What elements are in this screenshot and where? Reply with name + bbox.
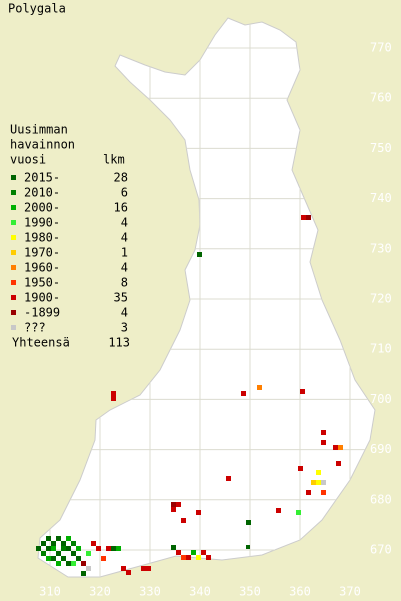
legend-heading: vuosi — [10, 153, 46, 167]
east-label: 370 — [339, 585, 361, 599]
legend-swatch — [11, 280, 16, 285]
total-count: 113 — [108, 336, 130, 350]
legend-swatch — [11, 205, 16, 210]
legend-label: 2015- — [24, 171, 60, 185]
legend-swatch — [11, 265, 16, 270]
legend-label: 1990- — [24, 216, 60, 230]
legend-label: 1960- — [24, 261, 60, 275]
legend-swatch — [11, 175, 16, 180]
legend-count: 8 — [121, 276, 128, 290]
north-label: 700 — [370, 392, 392, 406]
legend-swatch — [11, 220, 16, 225]
legend-swatch — [11, 295, 16, 300]
legend-count: 4 — [121, 216, 128, 230]
north-label: 720 — [370, 292, 392, 306]
legend-label: -1899 — [24, 306, 60, 320]
legend-swatch — [11, 310, 16, 315]
legend-swatch — [11, 235, 16, 240]
legend-heading: Uusimman — [10, 123, 68, 137]
north-label: 670 — [370, 543, 392, 557]
east-label: 330 — [139, 585, 161, 599]
title: Polygala — [8, 2, 66, 16]
north-label: 740 — [370, 191, 392, 205]
legend-swatch — [11, 325, 16, 330]
legend-count: 1 — [121, 246, 128, 260]
legend-count: 16 — [114, 201, 128, 215]
legend-label: 1900- — [24, 291, 60, 305]
east-label: 320 — [89, 585, 111, 599]
north-label: 690 — [370, 442, 392, 456]
north-label: 710 — [370, 342, 392, 356]
observations — [36, 215, 343, 576]
legend-swatch — [11, 250, 16, 255]
east-label: 350 — [239, 585, 261, 599]
legend-count: 28 — [114, 171, 128, 185]
legend-count: 6 — [121, 186, 128, 200]
legend-count: 35 — [114, 291, 128, 305]
legend-label: ??? — [24, 321, 46, 335]
north-label: 750 — [370, 141, 392, 155]
total-label: Yhteensä — [12, 336, 70, 350]
legend-heading: havainnon — [10, 138, 75, 152]
legend-label: 2000- — [24, 201, 60, 215]
legend-label: 2010- — [24, 186, 60, 200]
legend-count-heading: lkm — [103, 153, 125, 167]
legend-label: 1970- — [24, 246, 60, 260]
legend-label: 1950- — [24, 276, 60, 290]
legend-swatch — [11, 190, 16, 195]
east-label: 310 — [39, 585, 61, 599]
east-label: 360 — [289, 585, 311, 599]
legend-count: 4 — [121, 306, 128, 320]
north-label: 680 — [370, 492, 392, 506]
east-label: 340 — [189, 585, 211, 599]
north-label: 730 — [370, 241, 392, 255]
legend-count: 4 — [121, 231, 128, 245]
legend-label: 1980- — [24, 231, 60, 245]
legend-count: 3 — [121, 321, 128, 335]
legend-count: 4 — [121, 261, 128, 275]
north-label: 760 — [370, 91, 392, 105]
north-label: 770 — [370, 41, 392, 55]
